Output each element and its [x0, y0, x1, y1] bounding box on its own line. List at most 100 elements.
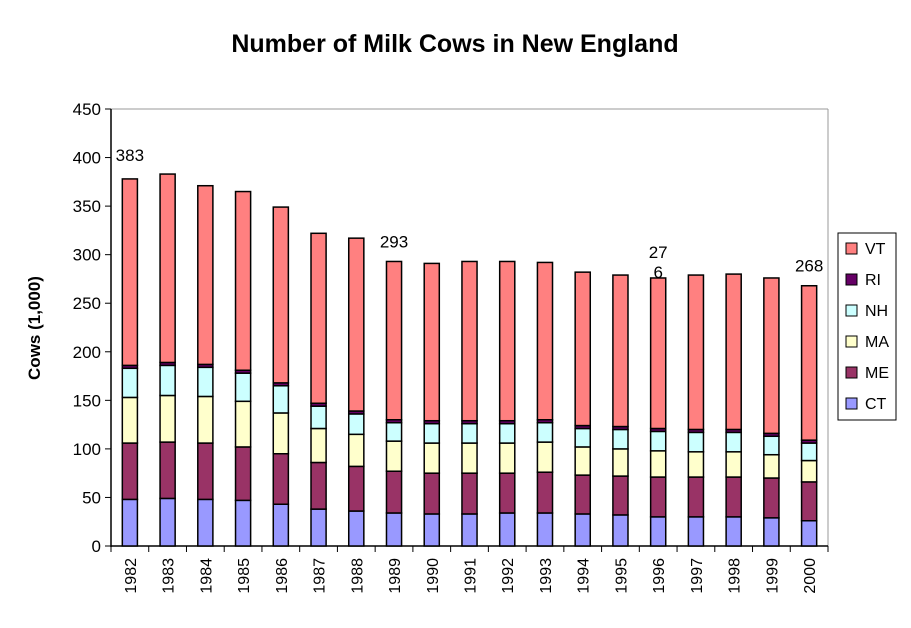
- x-tick-label: 1988: [349, 558, 366, 594]
- legend-swatch-me: [845, 366, 858, 379]
- bar-segment-ma: [461, 442, 478, 474]
- bar-segment-me: [763, 477, 780, 519]
- bar-segment-vt: [687, 274, 705, 431]
- y-tick-label: 100: [73, 440, 101, 459]
- bar-segment-nh: [498, 422, 516, 444]
- legend-swatch-ri: [845, 273, 858, 286]
- bar-segment-ct: [234, 499, 252, 547]
- legend-label-ri: RI: [865, 272, 881, 289]
- bar-segment-ma: [800, 459, 818, 483]
- y-tick-label: 400: [73, 149, 101, 168]
- bar-segment-me: [234, 446, 252, 502]
- bar-segment-me: [536, 471, 554, 514]
- bar-segment-me: [310, 461, 327, 510]
- bar-segment-ma: [498, 442, 516, 474]
- bar-segment-nh: [649, 430, 667, 452]
- bar-segment-ct: [347, 510, 365, 547]
- bar-segment-ma: [197, 395, 214, 444]
- bar-segment-ct: [612, 514, 629, 547]
- bar-segment-vt: [385, 260, 403, 421]
- x-tick-label: 1985: [236, 558, 253, 594]
- y-tick-label: 200: [73, 343, 101, 362]
- bar-segment-ct: [649, 516, 667, 547]
- bar-segment-me: [121, 442, 139, 501]
- x-tick-label: 1995: [613, 558, 630, 594]
- bar-segment-nh: [612, 428, 629, 450]
- bar-segment-vt: [574, 271, 592, 427]
- bar-segment-ma: [612, 448, 629, 477]
- chart-title: Number of Milk Cows in New England: [231, 30, 678, 58]
- bar-segment-me: [574, 474, 592, 515]
- bar-segment-vt: [347, 237, 365, 412]
- data-label: 268: [795, 257, 823, 276]
- bar-segment-nh: [461, 422, 478, 444]
- bar-segment-ct: [121, 498, 139, 547]
- bar-segment-nh: [800, 442, 818, 462]
- bar-segment-ct: [423, 513, 441, 547]
- bar-segment-ma: [423, 442, 441, 474]
- bar-segment-ct: [498, 512, 516, 547]
- bar-segment-nh: [234, 372, 252, 403]
- y-tick-label: 150: [73, 391, 101, 410]
- bar-segment-vt: [461, 260, 478, 422]
- bar-segment-me: [347, 465, 365, 512]
- bar-segment-nh: [763, 435, 780, 456]
- legend-swatch-nh: [845, 304, 858, 317]
- bar-segment-nh: [536, 421, 554, 443]
- y-tick-label: 300: [73, 246, 101, 265]
- bar-segment-vt: [197, 184, 214, 366]
- bar-segment-me: [385, 470, 403, 514]
- y-tick-label: 350: [73, 197, 101, 216]
- bar-segment-ma: [687, 451, 705, 478]
- x-tick-label: 1982: [123, 558, 140, 594]
- x-tick-label: 1996: [651, 558, 668, 594]
- x-tick-label: 1986: [274, 558, 291, 594]
- bar-segment-me: [687, 476, 705, 518]
- legend-label-me: ME: [865, 365, 889, 382]
- bar-segment-ma: [347, 433, 365, 468]
- y-tick-label: 50: [82, 488, 101, 507]
- y-axis-label: Cows (1,000): [25, 276, 44, 380]
- bar-segment-vt: [423, 262, 441, 422]
- x-tick-label: 1992: [500, 558, 517, 594]
- bar-segment-vt: [234, 190, 252, 371]
- bar-segment-ct: [197, 498, 214, 547]
- bar-segment-me: [461, 472, 478, 515]
- bar-segment-nh: [347, 413, 365, 436]
- bar-segment-ma: [234, 400, 252, 448]
- bar-segment-me: [612, 475, 629, 516]
- bar-segment-ma: [725, 451, 742, 478]
- bar-segment-ct: [385, 512, 403, 547]
- bar-segment-nh: [687, 431, 705, 453]
- y-tick-label: 450: [73, 100, 101, 119]
- bar-segment-vt: [272, 206, 290, 384]
- bar-segment-ma: [536, 441, 554, 473]
- x-tick-label: 1989: [387, 558, 404, 594]
- bar-segment-vt: [763, 277, 780, 435]
- x-tick-label: 2000: [802, 558, 819, 594]
- bar-segment-ct: [687, 516, 705, 547]
- x-tick-label: 1994: [576, 558, 593, 594]
- y-tick-label: 250: [73, 294, 101, 313]
- bar-segment-ct: [536, 512, 554, 547]
- legend-label-vt: VT: [865, 241, 886, 258]
- x-tick-label: 1983: [161, 558, 178, 594]
- bar-segment-nh: [725, 431, 742, 453]
- bar-segment-ct: [310, 508, 327, 547]
- x-tick-label: 1997: [689, 558, 706, 594]
- bar-segment-me: [649, 476, 667, 518]
- bar-segment-me: [498, 472, 516, 514]
- legend-swatch-ct: [845, 397, 858, 410]
- bar-segment-me: [159, 441, 176, 500]
- legend-label-ct: CT: [865, 396, 887, 413]
- bar-segment-vt: [612, 274, 629, 428]
- bar-segment-vt: [649, 277, 667, 430]
- x-tick-label: 1991: [463, 558, 480, 594]
- bar-segment-nh: [159, 364, 176, 397]
- x-tick-label: 1999: [764, 558, 781, 594]
- bar-segment-me: [423, 472, 441, 515]
- bar-segment-ct: [461, 513, 478, 547]
- bar-segment-nh: [310, 405, 327, 430]
